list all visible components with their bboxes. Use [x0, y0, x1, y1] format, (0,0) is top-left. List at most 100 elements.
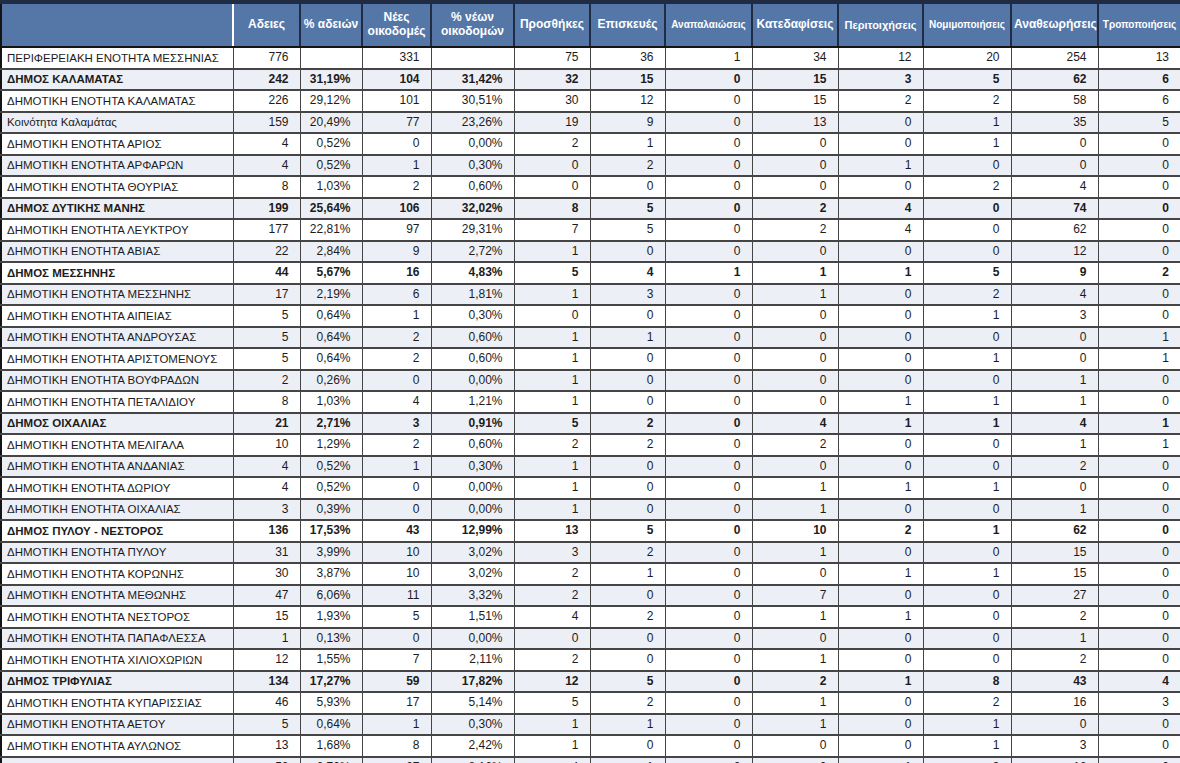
value-cell: 1: [838, 671, 923, 693]
value-cell: 0: [923, 370, 1011, 392]
value-cell: 1: [1011, 434, 1098, 456]
value-cell: 0: [923, 155, 1011, 177]
table-row: ΔΗΜΟΤΙΚΗ ΕΝΟΤΗΤΑ ΑΒΙΑΣ222,84%92,72%10000…: [1, 241, 1180, 263]
column-header: Τροποποιήσεις: [1098, 2, 1180, 47]
value-cell: 0: [362, 133, 431, 155]
value-cell: 0: [665, 284, 752, 306]
value-cell: 0,91%: [431, 413, 514, 435]
value-cell: 0,39%: [300, 499, 362, 521]
row-label: ΔΗΜΟΤΙΚΗ ΕΝΟΤΗΤΑ ΠΕΤΑΛΙΔΙΟΥ: [1, 391, 233, 413]
value-cell: 46: [233, 692, 300, 714]
value-cell: 3: [233, 499, 300, 521]
value-cell: 2: [752, 434, 838, 456]
value-cell: 5,67%: [300, 262, 362, 284]
value-cell: 254: [1011, 47, 1098, 69]
value-cell: 0,52%: [300, 477, 362, 499]
value-cell: 0: [590, 585, 665, 607]
value-cell: 15: [1011, 542, 1098, 564]
table-row: ΔΗΜΟΤΙΚΗ ΕΝΟΤΗΤΑ ΠΥΛΟΥ313,99%103,02%3201…: [1, 542, 1180, 564]
row-label: ΔΗΜΟΣ ΟΙΧΑΛΙΑΣ: [1, 413, 233, 435]
value-cell: 29,31%: [431, 219, 514, 241]
value-cell: 0: [923, 241, 1011, 263]
table-row: ΔΗΜΟΤΙΚΗ ΕΝΟΤΗΤΑ ΛΕΥΚΤΡΟΥ17722,81%9729,3…: [1, 219, 1180, 241]
table-row: ΔΗΜΟΤΙΚΗ ΕΝΟΤΗΤΑ ΠΑΠΑΦΛΕΣΣΑ10,13%00,00%0…: [1, 628, 1180, 650]
value-cell: 0: [362, 477, 431, 499]
value-cell: 1,51%: [431, 606, 514, 628]
table-row: ΔΗΜΟΤΙΚΗ ΕΝΟΤΗΤΑ ΜΕΣΣΗΝΗΣ172,19%61,81%13…: [1, 284, 1180, 306]
value-cell: 0: [590, 649, 665, 671]
value-cell: 17,27%: [300, 671, 362, 693]
value-cell: 17: [233, 284, 300, 306]
value-cell: 0: [1098, 757, 1180, 763]
row-label: ΔΗΜΟΤΙΚΗ ΕΝΟΤΗΤΑ ΠΑΠΑΦΛΕΣΣΑ: [1, 628, 233, 650]
row-label: ΔΗΜΟΤΙΚΗ ΕΝΟΤΗΤΑ ΧΙΛΙΟΧΩΡΙΩΝ: [1, 649, 233, 671]
column-header: Προσθήκες: [514, 2, 590, 47]
value-cell: 0: [665, 456, 752, 478]
value-cell: 0: [590, 456, 665, 478]
value-cell: 1,68%: [300, 735, 362, 757]
value-cell: 5: [233, 327, 300, 349]
value-cell: 13: [233, 735, 300, 757]
value-cell: 8: [362, 735, 431, 757]
value-cell: 4: [514, 606, 590, 628]
value-cell: 0: [362, 499, 431, 521]
value-cell: 0,00%: [431, 133, 514, 155]
value-cell: 242: [233, 69, 300, 91]
value-cell: 2: [514, 585, 590, 607]
value-cell: 23,26%: [431, 112, 514, 134]
value-cell: 12,99%: [431, 520, 514, 542]
value-cell: 0: [923, 628, 1011, 650]
value-cell: 0: [838, 176, 923, 198]
value-cell: 0: [665, 477, 752, 499]
value-cell: 5: [514, 262, 590, 284]
value-cell: 0: [752, 735, 838, 757]
value-cell: 1: [923, 563, 1011, 585]
value-cell: 0: [665, 520, 752, 542]
value-cell: 0,64%: [300, 305, 362, 327]
value-cell: 0: [514, 628, 590, 650]
value-cell: 0: [1098, 649, 1180, 671]
value-cell: 1: [923, 520, 1011, 542]
value-cell: 106: [362, 198, 431, 220]
table-body: ΠΕΡΙΦΕΡΕΙΑΚΗ ΕΝΟΤΗΤΑ ΜΕΣΣΗΝΙΑΣ7763317536…: [1, 47, 1180, 763]
value-cell: 0: [1098, 606, 1180, 628]
row-label: ΠΕΡΙΦΕΡΕΙΑΚΗ ΕΝΟΤΗΤΑ ΜΕΣΣΗΝΙΑΣ: [1, 47, 233, 69]
row-label: ΔΗΜΟΤΙΚΗ ΕΝΟΤΗΤΑ ΓΑΡΓΑΛΙΑΝΩΝ: [1, 757, 233, 763]
value-cell: 0: [923, 649, 1011, 671]
value-cell: 1: [514, 348, 590, 370]
table-row: ΔΗΜΟΤΙΚΗ ΕΝΟΤΗΤΑ ΑΕΤΟΥ50,64%10,30%110101…: [1, 714, 1180, 736]
value-cell: 0: [923, 499, 1011, 521]
value-cell: 1: [752, 606, 838, 628]
value-cell: 2: [923, 176, 1011, 198]
value-cell: 0: [665, 542, 752, 564]
value-cell: 0: [590, 499, 665, 521]
value-cell: 4,83%: [431, 262, 514, 284]
value-cell: 0: [1098, 284, 1180, 306]
value-cell: 0: [1098, 370, 1180, 392]
value-cell: 0: [665, 628, 752, 650]
value-cell: 13: [1098, 47, 1180, 69]
value-cell: 0,60%: [431, 434, 514, 456]
value-cell: 3: [1098, 692, 1180, 714]
value-cell: 3,99%: [300, 542, 362, 564]
value-cell: 0: [665, 671, 752, 693]
value-cell: 3: [590, 284, 665, 306]
value-cell: 0: [590, 348, 665, 370]
value-cell: 0: [1011, 327, 1098, 349]
value-cell: 1: [590, 133, 665, 155]
value-cell: 2: [590, 155, 665, 177]
value-cell: 3: [923, 757, 1011, 763]
value-cell: 0,52%: [300, 133, 362, 155]
value-cell: 2: [362, 434, 431, 456]
value-cell: 2: [1011, 606, 1098, 628]
value-cell: 11: [362, 585, 431, 607]
value-cell: 44: [233, 262, 300, 284]
value-cell: 5: [590, 520, 665, 542]
value-cell: 12: [590, 90, 665, 112]
value-cell: 0: [1011, 477, 1098, 499]
value-cell: 1: [923, 112, 1011, 134]
value-cell: 0: [665, 198, 752, 220]
table-row: ΔΗΜΟΤΙΚΗ ΕΝΟΤΗΤΑ ΑΝΔΡΟΥΣΑΣ50,64%20,60%11…: [1, 327, 1180, 349]
value-cell: 0: [1098, 477, 1180, 499]
value-cell: 0,00%: [431, 477, 514, 499]
